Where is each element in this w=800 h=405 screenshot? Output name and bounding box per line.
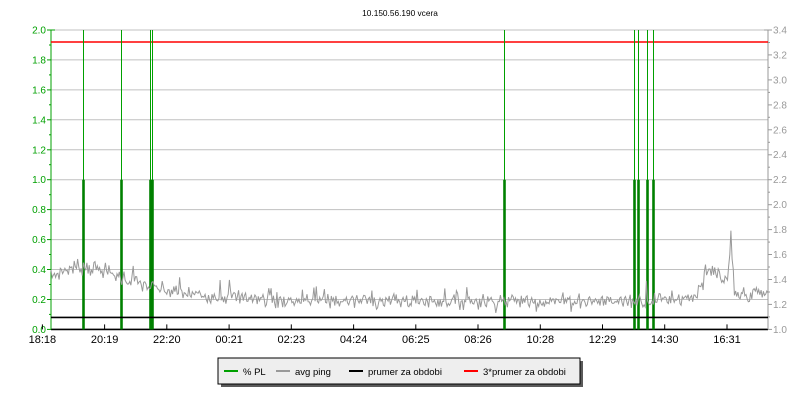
svg-text:1.6: 1.6 <box>773 250 787 261</box>
svg-text:14:30: 14:30 <box>651 334 679 346</box>
svg-text:02:23: 02:23 <box>278 334 306 346</box>
svg-text:avg ping: avg ping <box>295 367 331 378</box>
svg-text:prumer za obdobi: prumer za obdobi <box>368 367 442 378</box>
svg-text:0.6: 0.6 <box>32 235 46 246</box>
svg-text:2.8: 2.8 <box>773 100 787 111</box>
svg-text:1.4: 1.4 <box>32 115 46 126</box>
svg-text:10:28: 10:28 <box>527 334 555 346</box>
svg-text:08:26: 08:26 <box>464 334 492 346</box>
svg-text:% PL: % PL <box>243 367 266 378</box>
svg-text:2.0: 2.0 <box>773 200 787 211</box>
svg-text:2.0: 2.0 <box>32 26 46 37</box>
svg-text:3.2: 3.2 <box>773 50 787 61</box>
svg-text:22:20: 22:20 <box>153 334 181 346</box>
svg-text:1.0: 1.0 <box>773 325 787 336</box>
svg-text:0.4: 0.4 <box>32 265 46 276</box>
svg-text:2.2: 2.2 <box>773 175 787 186</box>
svg-text:0.8: 0.8 <box>32 205 46 216</box>
svg-text:3.0: 3.0 <box>773 75 787 86</box>
svg-text:2.6: 2.6 <box>773 125 787 136</box>
svg-text:10.150.56.190 vcera: 10.150.56.190 vcera <box>362 8 438 18</box>
svg-text:06:25: 06:25 <box>402 334 430 346</box>
svg-text:2.4: 2.4 <box>773 150 787 161</box>
svg-text:12:29: 12:29 <box>589 334 617 346</box>
svg-text:1.8: 1.8 <box>32 55 46 66</box>
svg-text:20:19: 20:19 <box>91 334 119 346</box>
svg-text:00:21: 00:21 <box>215 334 243 346</box>
svg-text:1.4: 1.4 <box>773 275 787 286</box>
svg-text:04:24: 04:24 <box>340 334 368 346</box>
svg-text:1.2: 1.2 <box>32 145 46 156</box>
svg-text:3.4: 3.4 <box>773 26 787 37</box>
svg-text:16:31: 16:31 <box>713 334 741 346</box>
svg-text:1.6: 1.6 <box>32 85 46 96</box>
svg-text:1.2: 1.2 <box>773 300 787 311</box>
svg-text:1.8: 1.8 <box>773 225 787 236</box>
svg-text:1.0: 1.0 <box>32 175 46 186</box>
svg-text:18:18: 18:18 <box>29 334 57 346</box>
svg-text:3*prumer za obdobi: 3*prumer za obdobi <box>483 367 566 378</box>
svg-text:0.2: 0.2 <box>32 295 46 306</box>
